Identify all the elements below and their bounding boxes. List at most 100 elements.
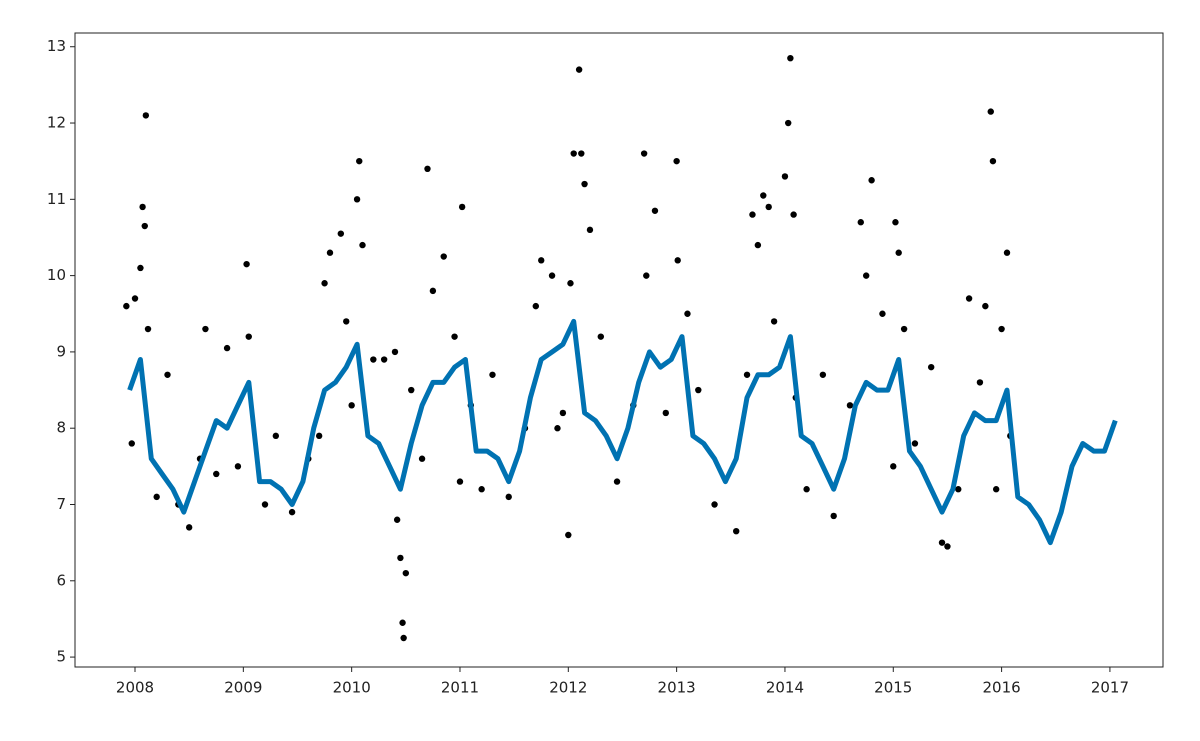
data-point xyxy=(570,150,577,157)
y-tick-label: 9 xyxy=(56,342,66,360)
data-point xyxy=(337,230,345,237)
data-point xyxy=(144,325,152,333)
data-point xyxy=(911,440,919,447)
data-point xyxy=(402,569,410,577)
y-tick-label: 7 xyxy=(56,495,66,513)
data-point xyxy=(131,295,139,302)
data-point xyxy=(586,226,594,234)
data-point xyxy=(613,478,621,485)
data-point xyxy=(234,463,242,470)
x-tick-label: 2012 xyxy=(549,679,587,697)
data-point xyxy=(976,379,984,386)
data-point xyxy=(684,310,691,317)
data-point xyxy=(123,302,130,310)
data-point xyxy=(424,165,431,173)
forecast-line xyxy=(127,318,1118,546)
data-point xyxy=(326,249,334,256)
data-point xyxy=(749,211,756,218)
data-point xyxy=(785,119,792,127)
data-point xyxy=(857,219,864,226)
x-tick-label: 2017 xyxy=(1091,679,1129,697)
data-point xyxy=(142,112,150,119)
data-point xyxy=(353,196,361,203)
y-tick-label: 10 xyxy=(47,266,66,284)
data-point xyxy=(760,192,767,199)
data-point xyxy=(272,432,280,440)
data-point xyxy=(139,203,146,211)
data-point xyxy=(998,325,1005,333)
plot-frame xyxy=(74,32,1164,668)
data-point xyxy=(261,501,269,508)
data-point xyxy=(128,440,135,447)
data-point xyxy=(429,287,437,295)
data-point xyxy=(400,634,407,642)
data-point xyxy=(213,470,220,478)
data-point xyxy=(505,493,512,501)
data-point xyxy=(243,260,250,268)
data-point xyxy=(164,371,171,378)
data-point xyxy=(754,241,762,249)
data-point xyxy=(787,54,794,62)
data-point xyxy=(765,203,772,211)
data-point xyxy=(640,150,648,157)
data-point xyxy=(743,371,751,378)
data-point xyxy=(830,512,837,520)
data-point xyxy=(643,272,650,279)
data-point xyxy=(944,543,951,550)
x-tick-label: 2016 xyxy=(983,679,1021,697)
data-point xyxy=(440,253,447,260)
y-tick-label: 13 xyxy=(47,37,66,55)
x-tick-label: 2008 xyxy=(116,679,154,697)
x-tick-label: 2010 xyxy=(333,679,371,697)
data-point xyxy=(733,527,740,535)
data-point xyxy=(987,108,994,115)
data-point xyxy=(548,272,556,279)
data-point xyxy=(567,280,574,287)
data-point xyxy=(1003,249,1011,256)
data-point xyxy=(892,219,899,226)
data-point xyxy=(674,257,681,264)
data-point xyxy=(862,272,870,279)
data-point xyxy=(315,432,323,440)
y-tick-label: 6 xyxy=(56,571,66,589)
x-tick-label: 2009 xyxy=(224,679,262,697)
data-point xyxy=(245,333,252,340)
data-point xyxy=(391,348,399,356)
data-point xyxy=(781,173,789,180)
data-point xyxy=(965,295,973,302)
data-point xyxy=(790,211,797,218)
data-point xyxy=(321,280,328,287)
data-point xyxy=(348,402,355,409)
x-tick-label: 2014 xyxy=(766,679,804,697)
x-tick-label: 2011 xyxy=(441,679,479,697)
data-point xyxy=(578,150,585,157)
data-point xyxy=(803,486,810,493)
data-point xyxy=(695,386,702,394)
data-point xyxy=(554,425,561,432)
data-point xyxy=(380,356,388,363)
y-tick-label: 5 xyxy=(56,648,66,666)
data-point xyxy=(890,463,897,470)
data-point xyxy=(989,157,997,165)
data-point xyxy=(185,524,193,531)
data-point xyxy=(532,302,540,310)
data-point xyxy=(662,409,669,417)
data-point xyxy=(141,222,148,230)
data-point xyxy=(927,363,935,371)
data-point xyxy=(393,516,401,523)
data-point xyxy=(458,203,466,211)
data-point xyxy=(938,539,946,546)
data-point xyxy=(202,325,209,333)
data-point xyxy=(711,501,718,508)
data-point xyxy=(955,486,962,493)
data-point xyxy=(359,241,366,249)
data-point xyxy=(581,180,588,188)
data-point xyxy=(137,264,144,272)
data-point xyxy=(651,207,659,214)
x-tick-label: 2013 xyxy=(658,679,696,697)
data-point xyxy=(982,302,989,310)
data-point xyxy=(397,554,404,562)
data-point xyxy=(992,486,1000,493)
